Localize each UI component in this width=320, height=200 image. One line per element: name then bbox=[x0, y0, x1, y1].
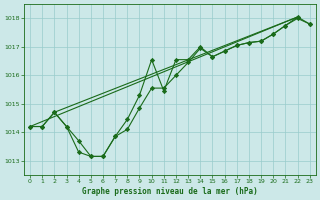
X-axis label: Graphe pression niveau de la mer (hPa): Graphe pression niveau de la mer (hPa) bbox=[82, 187, 258, 196]
